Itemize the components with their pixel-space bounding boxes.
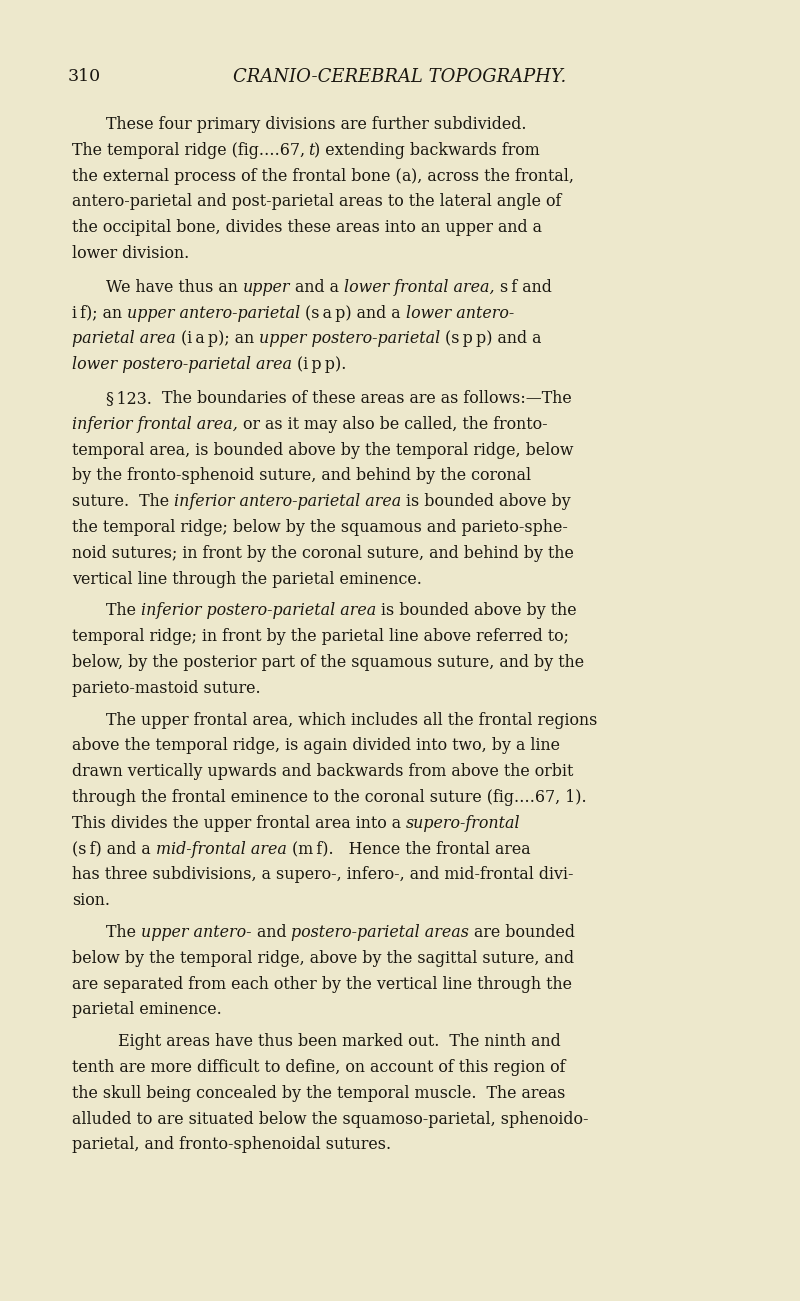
Text: suture.  The: suture. The (72, 493, 174, 510)
Text: noid sutures; in front by the coronal suture, and behind by the: noid sutures; in front by the coronal su… (72, 545, 574, 562)
Text: above the temporal ridge, is again divided into two, by a line: above the temporal ridge, is again divid… (72, 738, 560, 755)
Text: the external process of the frontal bone (: the external process of the frontal bone… (72, 168, 402, 185)
Text: below by the temporal ridge, above by the sagittal suture, and: below by the temporal ridge, above by th… (72, 950, 574, 967)
Text: t: t (308, 142, 314, 159)
Text: a: a (402, 168, 411, 185)
Text: through the frontal eminence to the coronal suture (fig.…67, 1).: through the frontal eminence to the coro… (72, 788, 586, 807)
Text: The temporal ridge (fig.…67,: The temporal ridge (fig.…67, (72, 142, 308, 159)
Text: upper antero-parietal: upper antero-parietal (127, 304, 300, 321)
Text: (s p p) and a: (s p p) and a (440, 330, 542, 347)
Text: is bounded above by: is bounded above by (402, 493, 571, 510)
Text: tenth are more difficult to define, on account of this region of: tenth are more difficult to define, on a… (72, 1059, 566, 1076)
Text: The upper frontal area, which includes all the frontal regions: The upper frontal area, which includes a… (106, 712, 598, 729)
Text: temporal ridge; in front by the parietal line above referred to;: temporal ridge; in front by the parietal… (72, 628, 569, 645)
Text: The: The (106, 924, 141, 941)
Text: parietal area: parietal area (72, 330, 176, 347)
Text: s f and: s f and (495, 278, 552, 295)
Text: mid-frontal area: mid-frontal area (156, 840, 286, 857)
Text: by the fronto-sphenoid suture, and behind by the coronal: by the fronto-sphenoid suture, and behin… (72, 467, 531, 484)
Text: and a: and a (290, 278, 344, 295)
Text: vertical line through the parietal eminence.: vertical line through the parietal emine… (72, 571, 422, 588)
Text: parietal, and fronto-sphenoidal sutures.: parietal, and fronto-sphenoidal sutures. (72, 1136, 391, 1154)
Text: These four primary divisions are further subdivided.: These four primary divisions are further… (106, 116, 526, 133)
Text: and: and (251, 924, 291, 941)
Text: upper antero-: upper antero- (141, 924, 251, 941)
Text: lower frontal area,: lower frontal area, (344, 278, 495, 295)
Text: Eight areas have thus been marked out.  The ninth and: Eight areas have thus been marked out. T… (118, 1033, 561, 1050)
Text: or as it may also be called, the fronto-: or as it may also be called, the fronto- (238, 416, 547, 433)
Text: the skull being concealed by the temporal muscle.  The areas: the skull being concealed by the tempora… (72, 1085, 566, 1102)
Text: i f); an: i f); an (72, 304, 127, 321)
Text: inferior postero-parietal area: inferior postero-parietal area (141, 602, 376, 619)
Text: lower postero-parietal area: lower postero-parietal area (72, 356, 292, 373)
Text: the occipital bone, divides these areas into an upper and a: the occipital bone, divides these areas … (72, 219, 542, 237)
Text: the temporal ridge; below by the squamous and parieto-sphe-: the temporal ridge; below by the squamou… (72, 519, 568, 536)
Text: upper: upper (243, 278, 290, 295)
Text: (s a p) and a: (s a p) and a (300, 304, 406, 321)
Text: § 123.: § 123. (106, 390, 152, 407)
Text: ), across the frontal,: ), across the frontal, (411, 168, 574, 185)
Text: (s f) and a: (s f) and a (72, 840, 156, 857)
Text: postero-parietal areas: postero-parietal areas (291, 924, 469, 941)
Text: upper postero-parietal: upper postero-parietal (259, 330, 440, 347)
Text: is bounded above by the: is bounded above by the (376, 602, 577, 619)
Text: (m f).   Hence the frontal area: (m f). Hence the frontal area (286, 840, 530, 857)
Text: lower antero-: lower antero- (406, 304, 514, 321)
Text: alluded to are situated below the squamoso-parietal, sphenoido-: alluded to are situated below the squamo… (72, 1111, 589, 1128)
Text: parieto-mastoid suture.: parieto-mastoid suture. (72, 680, 261, 697)
Text: below, by the posterior part of the squamous suture, and by the: below, by the posterior part of the squa… (72, 654, 584, 671)
Text: ) extending backwards from: ) extending backwards from (314, 142, 540, 159)
Text: (i p p).: (i p p). (292, 356, 346, 373)
Text: CRANIO-CEREBRAL TOPOGRAPHY.: CRANIO-CEREBRAL TOPOGRAPHY. (234, 68, 566, 86)
Text: inferior frontal area,: inferior frontal area, (72, 416, 238, 433)
Text: has three subdivisions, a supero-, infero-, and mid-frontal divi-: has three subdivisions, a supero-, infer… (72, 866, 574, 883)
Text: The boundaries of these areas are as follows:—The: The boundaries of these areas are as fol… (152, 390, 572, 407)
Text: This divides the upper frontal area into a: This divides the upper frontal area into… (72, 814, 406, 831)
Text: 310: 310 (68, 68, 101, 85)
Text: inferior antero-parietal area: inferior antero-parietal area (174, 493, 402, 510)
Text: are separated from each other by the vertical line through the: are separated from each other by the ver… (72, 976, 572, 993)
Text: drawn vertically upwards and backwards from above the orbit: drawn vertically upwards and backwards f… (72, 764, 574, 781)
Text: The: The (106, 602, 141, 619)
Text: supero-frontal: supero-frontal (406, 814, 521, 831)
Text: parietal eminence.: parietal eminence. (72, 1002, 222, 1019)
Text: are bounded: are bounded (469, 924, 575, 941)
Text: We have thus an: We have thus an (106, 278, 243, 295)
Text: sion.: sion. (72, 892, 110, 909)
Text: antero-parietal and post-parietal areas to the lateral angle of: antero-parietal and post-parietal areas … (72, 194, 562, 211)
Text: lower division.: lower division. (72, 245, 190, 262)
Text: temporal area, is bounded above by the temporal ridge, below: temporal area, is bounded above by the t… (72, 441, 574, 458)
Text: (i a p); an: (i a p); an (176, 330, 259, 347)
